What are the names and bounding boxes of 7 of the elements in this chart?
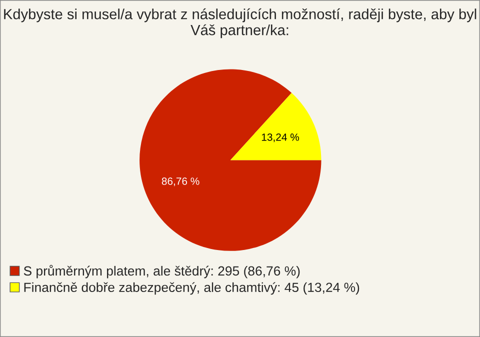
- legend-label: Finančně dobře zabezpečený, ale chamtivý: 45 (13,24 %): [24, 282, 360, 295]
- legend-label: S průměrným platem, ale štědrý: 295 (86,76 %): [24, 264, 300, 278]
- pie-slice: [230, 92, 322, 160]
- data-label: 86,76 %: [162, 178, 200, 186]
- pie-slice: [140, 69, 322, 251]
- chart-title: Kdybyste si musel/a vybrat z následujících možností, raději byste, aby byl Váš partner/ka:: [4, 8, 476, 38]
- data-label: 13,24 %: [262, 133, 300, 142]
